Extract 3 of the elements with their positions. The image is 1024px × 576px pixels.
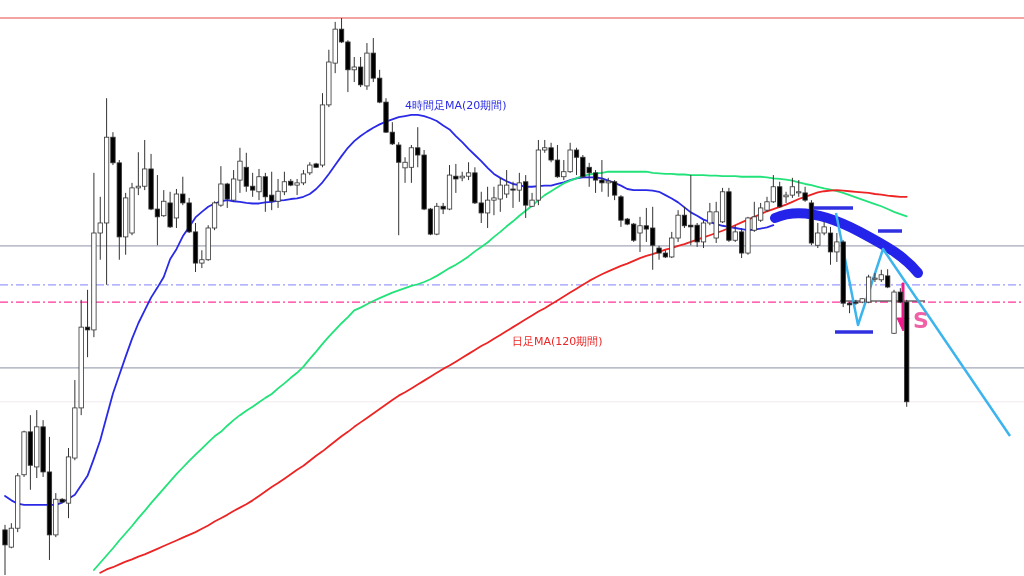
series-label: 日足MA(120期間) (512, 335, 603, 348)
text: S (913, 308, 929, 333)
series-label: 4時間足MA(20期間) (405, 99, 507, 112)
